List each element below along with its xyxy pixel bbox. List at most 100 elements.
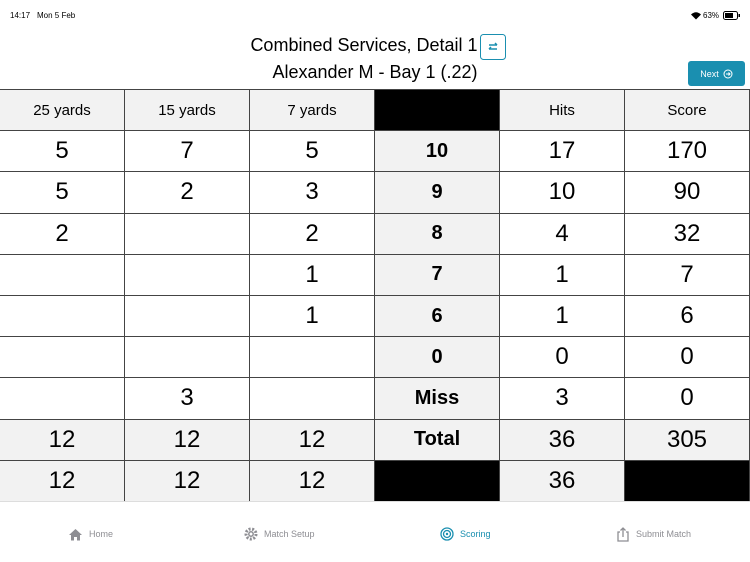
battery-icon [723, 11, 740, 20]
row-label-cell: 10 [375, 131, 500, 173]
score-table: 25 yards 15 yards 7 yards Hits Score 5 7 5 10 17 1… [0, 89, 750, 502]
cell-text: 12 [48, 425, 76, 453]
row-label-cell [375, 460, 500, 502]
table-cell [625, 460, 750, 502]
table-cell [0, 254, 125, 296]
cell-text: 0 [680, 384, 694, 412]
table-cell [0, 378, 125, 420]
table-cell: 1 [500, 296, 625, 338]
swap-button[interactable] [480, 34, 506, 60]
header-cell: 25 yards [0, 90, 125, 132]
home-icon [69, 528, 82, 540]
tab-match-setup[interactable]: Match Setup [244, 526, 315, 542]
cell-text: 170 [666, 137, 708, 165]
table-cell: 5 [0, 172, 125, 214]
cell-text: 7 [431, 263, 443, 286]
table-cell: 12 [250, 419, 375, 461]
tab-label: Scoring [460, 529, 491, 539]
row-label-cell: Total [375, 419, 500, 461]
table-cell: 7 [625, 254, 750, 296]
next-button[interactable]: Next [688, 61, 745, 86]
status-date: Mon 5 Feb [37, 11, 76, 20]
tab-submit-match[interactable]: Submit Match [616, 526, 691, 542]
table-cell [125, 254, 250, 296]
header-cell: Score [625, 90, 750, 132]
tab-home[interactable]: Home [68, 526, 113, 542]
table-cell: 17 [500, 131, 625, 173]
tab-bar [0, 501, 750, 562]
share-icon [617, 526, 629, 542]
table-cell: 12 [0, 419, 125, 461]
table-cell: 7 [125, 131, 250, 173]
cell-text: 36 [548, 425, 576, 453]
cell-text: 1 [305, 260, 319, 288]
table-cell: 3 [125, 378, 250, 420]
header-cell: 15 yards [125, 90, 250, 132]
table-cell: 32 [625, 213, 750, 255]
cell-text: 12 [298, 425, 326, 453]
cell-text: 1 [555, 260, 569, 288]
wifi-icon [691, 12, 701, 20]
tab-label: Match Setup [264, 529, 315, 539]
cell-text: 3 [305, 178, 319, 206]
cell-text: 2 [55, 219, 69, 247]
cell-text: 1 [305, 302, 319, 330]
cell-text: 5 [55, 178, 69, 206]
cell-text: 15 yards [158, 101, 216, 119]
cell-text: 36 [548, 466, 576, 494]
table-cell: 0 [500, 337, 625, 379]
header-title: Combined Services, Detail 1 [250, 35, 478, 55]
table-cell: 1 [250, 254, 375, 296]
table-cell: 36 [500, 460, 625, 502]
table-cell: 1 [250, 296, 375, 338]
tab-label: Submit Match [636, 529, 692, 539]
row-label-cell: 6 [375, 296, 500, 338]
cell-text: 2 [305, 219, 319, 247]
cell-text: 17 [548, 137, 576, 165]
table-cell: 90 [625, 172, 750, 214]
next-icon [723, 69, 733, 78]
header-cell: Hits [500, 90, 625, 132]
row-label-cell: 0 [375, 337, 500, 379]
cell-text: 3 [180, 384, 194, 412]
table-cell: 12 [0, 460, 125, 502]
table-cell [125, 213, 250, 255]
cell-text: 25 yards [33, 101, 91, 119]
cell-text: 32 [673, 219, 701, 247]
header-cell [375, 90, 500, 132]
table-cell [0, 337, 125, 379]
table-cell: 2 [250, 213, 375, 255]
tab-scoring[interactable]: Scoring [440, 526, 491, 542]
cell-text: 12 [173, 466, 201, 494]
row-label-cell: 9 [375, 172, 500, 214]
tab-label: Home [89, 529, 114, 539]
cell-text: 10 [425, 139, 449, 162]
table-cell: 12 [125, 460, 250, 502]
cell-text: 1 [555, 302, 569, 330]
table-cell: 12 [125, 419, 250, 461]
status-time: 14:17 [10, 11, 31, 20]
cell-text: Hits [549, 101, 575, 119]
header-cell: 7 yards [250, 90, 375, 132]
table-cell [250, 337, 375, 379]
table-cell [0, 296, 125, 338]
battery-text: 63% [703, 11, 720, 20]
cell-text: 6 [431, 304, 443, 327]
cell-text: 0 [680, 343, 694, 371]
cell-text: 305 [666, 425, 708, 453]
table-cell: 3 [500, 378, 625, 420]
table-cell: 2 [125, 172, 250, 214]
cell-text: Miss [414, 386, 460, 409]
cell-text: 7 yards [287, 101, 337, 119]
table-cell: 12 [250, 460, 375, 502]
table-cell [250, 378, 375, 420]
cell-text: 7 [680, 260, 694, 288]
cell-text: Score [667, 101, 707, 119]
cell-text: 6 [680, 302, 694, 330]
cell-text: 2 [180, 178, 194, 206]
table-cell: 5 [0, 131, 125, 173]
cell-text: 90 [673, 178, 701, 206]
table-cell: 0 [625, 337, 750, 379]
cell-text: 12 [48, 466, 76, 494]
